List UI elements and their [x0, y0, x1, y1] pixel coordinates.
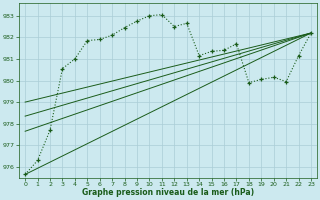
- X-axis label: Graphe pression niveau de la mer (hPa): Graphe pression niveau de la mer (hPa): [82, 188, 254, 197]
